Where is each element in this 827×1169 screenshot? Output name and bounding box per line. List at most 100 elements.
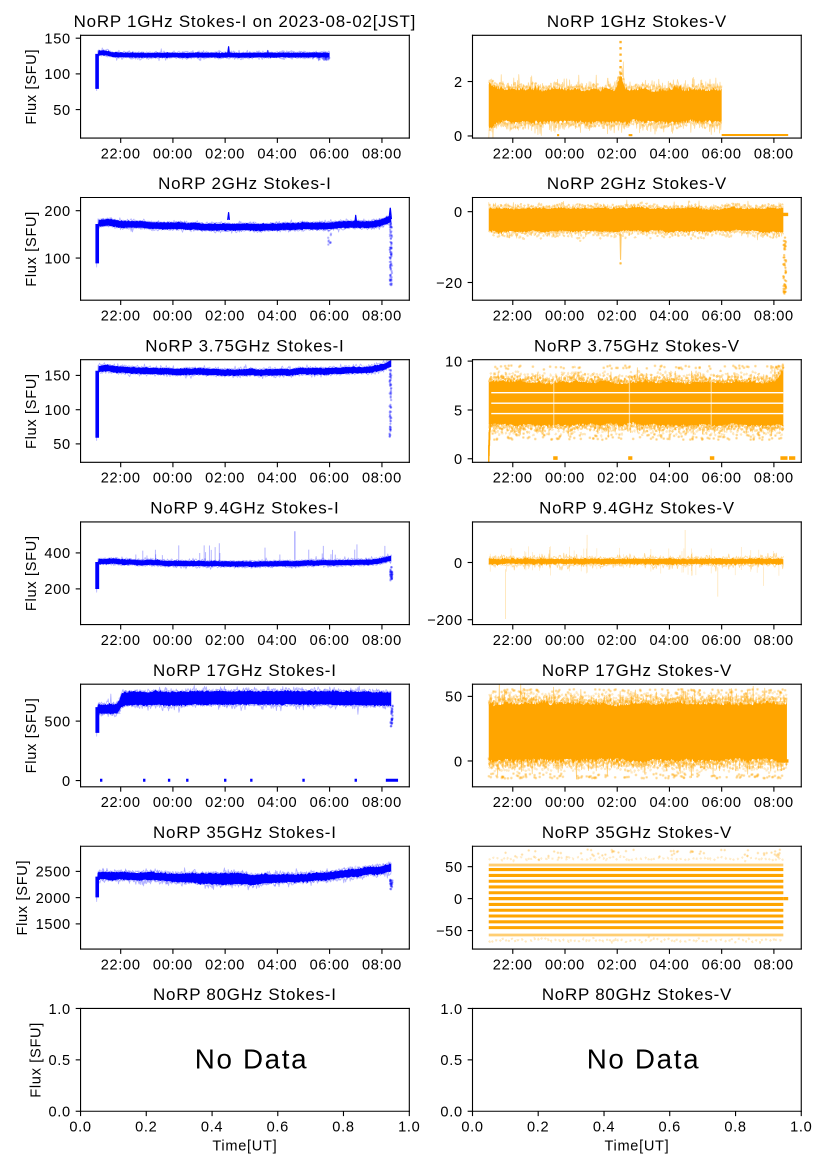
svg-text:06:00: 06:00 — [310, 795, 350, 811]
svg-text:NoRP 1GHz Stokes-V: NoRP 1GHz Stokes-V — [547, 12, 727, 31]
svg-text:00:00: 00:00 — [545, 471, 585, 487]
svg-text:06:00: 06:00 — [702, 471, 742, 487]
svg-text:22:00: 22:00 — [493, 308, 533, 324]
svg-text:NoRP 17GHz Stokes-V: NoRP 17GHz Stokes-V — [542, 661, 732, 680]
svg-text:02:00: 02:00 — [597, 308, 637, 324]
svg-text:0.4: 0.4 — [593, 1120, 615, 1136]
svg-text:04:00: 04:00 — [649, 146, 689, 162]
svg-text:0.8: 0.8 — [332, 1120, 354, 1136]
svg-text:1.0: 1.0 — [440, 1002, 462, 1018]
svg-text:08:00: 08:00 — [754, 957, 794, 973]
svg-text:0.6: 0.6 — [659, 1120, 681, 1136]
svg-text:0.0: 0.0 — [461, 1120, 483, 1136]
svg-text:0.0: 0.0 — [440, 1105, 462, 1121]
svg-text:02:00: 02:00 — [205, 471, 245, 487]
svg-text:22:00: 22:00 — [493, 633, 533, 649]
svg-text:06:00: 06:00 — [310, 146, 350, 162]
svg-text:00:00: 00:00 — [545, 957, 585, 973]
svg-text:0.8: 0.8 — [724, 1120, 746, 1136]
svg-text:00:00: 00:00 — [545, 633, 585, 649]
svg-text:NoRP 9.4GHz Stokes-I: NoRP 9.4GHz Stokes-I — [150, 499, 339, 518]
svg-text:0.6: 0.6 — [267, 1120, 289, 1136]
svg-text:Flux [SFU]: Flux [SFU] — [28, 1022, 44, 1098]
svg-text:Flux [SFU]: Flux [SFU] — [24, 49, 40, 125]
svg-text:02:00: 02:00 — [205, 146, 245, 162]
svg-text:02:00: 02:00 — [597, 795, 637, 811]
svg-text:NoRP 2GHz Stokes-V: NoRP 2GHz Stokes-V — [547, 174, 727, 193]
svg-text:22:00: 22:00 — [493, 471, 533, 487]
svg-text:1500: 1500 — [36, 917, 71, 933]
svg-text:00:00: 00:00 — [153, 795, 193, 811]
svg-text:04:00: 04:00 — [649, 471, 689, 487]
svg-text:10: 10 — [445, 354, 463, 370]
svg-text:50: 50 — [53, 437, 71, 453]
svg-text:22:00: 22:00 — [101, 308, 141, 324]
svg-text:02:00: 02:00 — [205, 633, 245, 649]
svg-text:04:00: 04:00 — [257, 146, 297, 162]
svg-text:1.0: 1.0 — [398, 1120, 420, 1136]
svg-text:NoRP 3.75GHz Stokes-V: NoRP 3.75GHz Stokes-V — [534, 336, 740, 355]
svg-text:02:00: 02:00 — [597, 957, 637, 973]
svg-text:0: 0 — [454, 452, 463, 468]
svg-text:08:00: 08:00 — [754, 633, 794, 649]
svg-text:2: 2 — [454, 75, 463, 91]
svg-text:NoRP 3.75GHz Stokes-I: NoRP 3.75GHz Stokes-I — [145, 336, 344, 355]
svg-text:500: 500 — [44, 714, 70, 730]
svg-text:08:00: 08:00 — [362, 146, 402, 162]
svg-text:0: 0 — [454, 205, 463, 221]
svg-text:100: 100 — [44, 251, 70, 267]
svg-text:06:00: 06:00 — [702, 633, 742, 649]
svg-text:06:00: 06:00 — [702, 146, 742, 162]
svg-text:0.0: 0.0 — [69, 1120, 91, 1136]
svg-text:0: 0 — [454, 556, 463, 572]
svg-text:06:00: 06:00 — [310, 471, 350, 487]
svg-text:150: 150 — [44, 31, 70, 47]
svg-text:08:00: 08:00 — [362, 957, 402, 973]
svg-text:02:00: 02:00 — [205, 795, 245, 811]
svg-text:00:00: 00:00 — [153, 146, 193, 162]
svg-text:08:00: 08:00 — [362, 308, 402, 324]
svg-text:0.4: 0.4 — [201, 1120, 223, 1136]
svg-text:2500: 2500 — [36, 865, 71, 881]
svg-text:1.0: 1.0 — [790, 1120, 812, 1136]
svg-text:NoRP 9.4GHz Stokes-V: NoRP 9.4GHz Stokes-V — [539, 499, 735, 518]
svg-text:5: 5 — [454, 403, 463, 419]
svg-text:50: 50 — [445, 860, 463, 876]
svg-text:22:00: 22:00 — [101, 633, 141, 649]
svg-text:02:00: 02:00 — [205, 957, 245, 973]
svg-text:04:00: 04:00 — [257, 633, 297, 649]
svg-text:−50: −50 — [436, 924, 463, 940]
svg-text:08:00: 08:00 — [754, 146, 794, 162]
svg-text:−200: −200 — [427, 613, 463, 629]
svg-text:No Data: No Data — [195, 1043, 309, 1074]
svg-text:02:00: 02:00 — [597, 146, 637, 162]
svg-text:06:00: 06:00 — [702, 957, 742, 973]
svg-text:06:00: 06:00 — [702, 308, 742, 324]
svg-text:NoRP 80GHz Stokes-I: NoRP 80GHz Stokes-I — [153, 985, 337, 1004]
svg-text:Time[UT]: Time[UT] — [604, 1138, 669, 1154]
svg-text:Flux [SFU]: Flux [SFU] — [24, 373, 40, 449]
svg-text:02:00: 02:00 — [205, 308, 245, 324]
svg-text:04:00: 04:00 — [257, 957, 297, 973]
svg-text:22:00: 22:00 — [101, 795, 141, 811]
svg-text:100: 100 — [44, 67, 70, 83]
svg-text:Flux [SFU]: Flux [SFU] — [24, 698, 40, 774]
svg-text:00:00: 00:00 — [545, 795, 585, 811]
svg-text:NoRP 35GHz Stokes-I: NoRP 35GHz Stokes-I — [153, 823, 337, 842]
svg-text:100: 100 — [44, 403, 70, 419]
svg-text:0.0: 0.0 — [48, 1105, 70, 1121]
svg-text:No Data: No Data — [587, 1043, 701, 1074]
svg-text:Flux [SFU]: Flux [SFU] — [15, 860, 31, 936]
svg-text:0: 0 — [454, 754, 463, 770]
svg-text:NoRP 1GHz Stokes-I on 2023-08-: NoRP 1GHz Stokes-I on 2023-08-02[JST] — [74, 12, 416, 31]
svg-text:NoRP 35GHz Stokes-V: NoRP 35GHz Stokes-V — [542, 823, 732, 842]
svg-text:08:00: 08:00 — [754, 795, 794, 811]
svg-text:06:00: 06:00 — [310, 957, 350, 973]
svg-text:08:00: 08:00 — [362, 795, 402, 811]
svg-text:22:00: 22:00 — [493, 957, 533, 973]
svg-text:50: 50 — [53, 103, 71, 119]
svg-text:02:00: 02:00 — [597, 471, 637, 487]
svg-text:00:00: 00:00 — [153, 957, 193, 973]
svg-text:00:00: 00:00 — [545, 146, 585, 162]
svg-text:04:00: 04:00 — [257, 471, 297, 487]
